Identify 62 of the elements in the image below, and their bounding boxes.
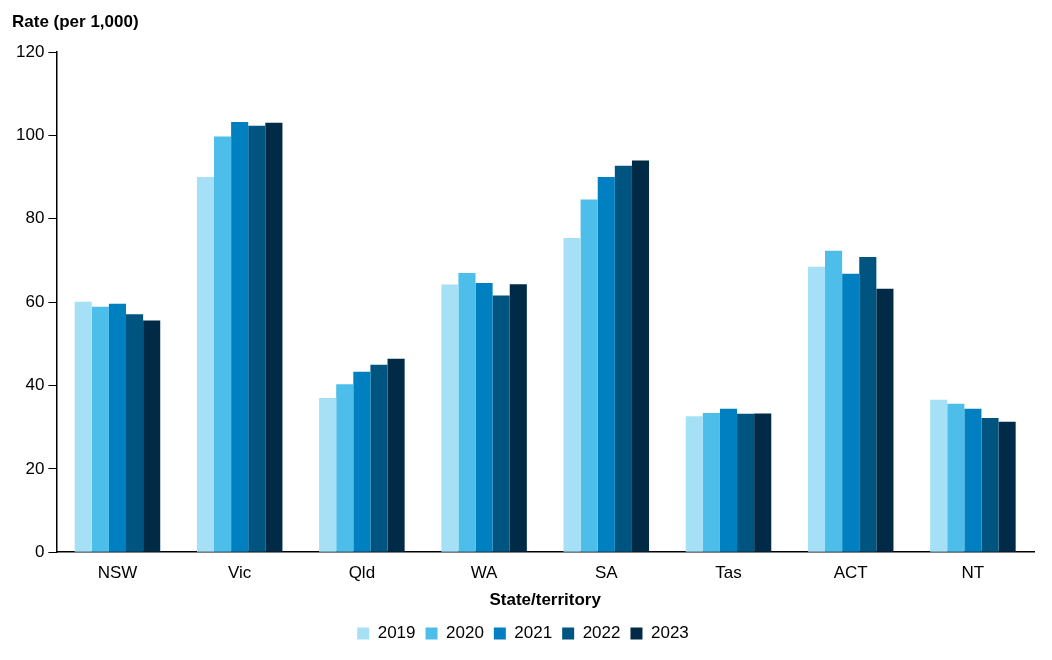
bar — [441, 284, 459, 552]
y-tick-label: 0 — [34, 541, 45, 561]
legend-label: 2020 — [446, 623, 484, 643]
x-tick-label: Tas — [715, 563, 742, 583]
bar — [876, 288, 894, 552]
bar — [842, 273, 860, 552]
y-tick-label: 20 — [25, 458, 45, 478]
bar — [702, 412, 720, 552]
bar — [143, 320, 161, 552]
x-tick-label: NSW — [97, 563, 138, 583]
bar — [580, 199, 598, 552]
x-tick-label: ACT — [833, 563, 868, 583]
x-tick-label: Qld — [348, 563, 376, 583]
legend-label: 2022 — [582, 623, 621, 643]
bar — [998, 421, 1016, 552]
bar — [370, 364, 388, 552]
y-tick-label: 120 — [15, 41, 45, 61]
bar — [108, 303, 127, 552]
x-tick-label: SA — [594, 563, 619, 583]
y-tick-label: 60 — [25, 291, 45, 311]
bar — [737, 413, 755, 552]
bar — [685, 416, 703, 552]
legend-label: 2019 — [377, 623, 416, 643]
bar — [387, 358, 405, 552]
bar — [754, 413, 772, 552]
y-tick-label: 80 — [25, 208, 45, 228]
bar — [631, 160, 650, 552]
legend-label: 2021 — [514, 623, 553, 643]
x-axis-title: State/territory — [489, 590, 602, 610]
y-tick-label: 100 — [15, 125, 45, 145]
bar — [475, 282, 493, 552]
bar — [807, 266, 826, 552]
bar — [981, 417, 999, 552]
x-tick-label: Vic — [228, 563, 252, 583]
bar — [214, 136, 232, 552]
bar — [719, 408, 738, 552]
bar — [492, 295, 510, 552]
bar — [126, 314, 144, 552]
bar — [859, 257, 877, 552]
bar — [458, 272, 476, 552]
bar — [930, 399, 948, 552]
x-tick-label: WA — [470, 563, 499, 583]
bar — [964, 408, 982, 552]
y-tick-label: 40 — [25, 375, 45, 395]
bar — [825, 250, 843, 552]
bar — [597, 177, 615, 552]
legend-label: 2023 — [650, 623, 689, 643]
y-axis-title: Rate (per 1,000) — [12, 12, 139, 32]
bar — [319, 397, 337, 552]
bar — [947, 403, 965, 552]
bar — [74, 301, 92, 552]
bar — [509, 284, 527, 552]
bar — [614, 165, 632, 552]
bar — [248, 125, 266, 552]
bar — [91, 306, 109, 552]
bar — [336, 384, 354, 552]
bar — [231, 122, 249, 552]
x-tick-label: NT — [961, 563, 985, 583]
bar — [353, 371, 371, 552]
bar — [265, 122, 283, 552]
bar — [563, 237, 581, 552]
bar — [196, 177, 215, 552]
